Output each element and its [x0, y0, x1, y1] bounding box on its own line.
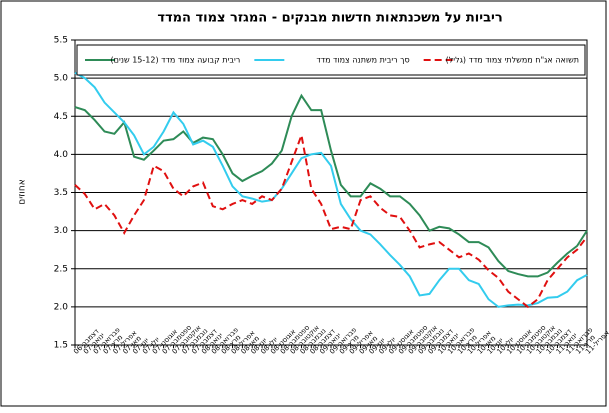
- legend-box: [76, 44, 586, 76]
- y-tick-label: 1.5: [54, 341, 68, 351]
- series-line: [74, 71, 588, 308]
- y-tick-label: 2.0: [54, 302, 69, 312]
- chart-title: ריביות על משכנתאות חדשות מבנקים - המגזר …: [157, 11, 502, 26]
- y-tick-label: 4.5: [54, 112, 68, 122]
- legend-label: תשואה אג"ח ממשלתי צמוד מדד (גליל): [446, 56, 579, 65]
- series-line: [74, 93, 588, 278]
- y-tick-label: 5.0: [54, 74, 69, 84]
- y-axis-label: אחוזים: [18, 179, 28, 204]
- legend-label: סך ריבית משתנה צמוד מדד: [316, 56, 409, 65]
- legend-label: ריבית קבועה צמוד מדד (15-12 שנים): [111, 56, 241, 65]
- series-line: [74, 131, 588, 309]
- y-tick-label: 5.5: [54, 36, 68, 46]
- y-tick-label: 2.5: [54, 264, 68, 274]
- y-tick-label: 3.5: [54, 188, 68, 198]
- y-tick-label: 4.0: [54, 150, 69, 160]
- y-tick-label: 3.0: [54, 226, 69, 236]
